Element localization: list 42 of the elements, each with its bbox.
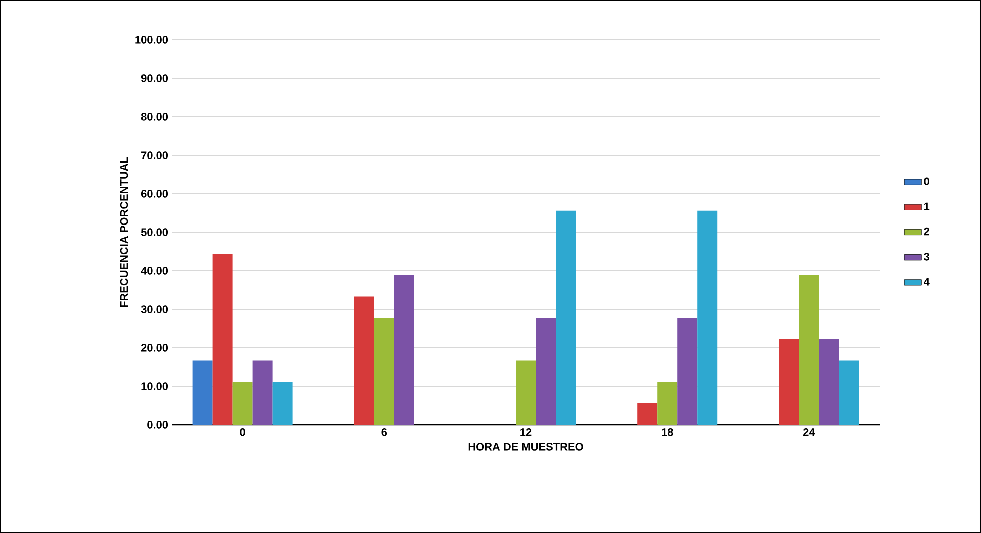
y-tick-label: 90.00 — [141, 74, 168, 82]
bar — [272, 382, 293, 425]
bar — [394, 275, 414, 425]
bar — [779, 340, 800, 425]
bar — [839, 360, 860, 425]
y-tick-label: 50.00 — [141, 228, 168, 236]
legend-label: 3 — [924, 253, 930, 261]
bar — [374, 318, 394, 425]
bar — [232, 382, 253, 425]
bar — [192, 360, 213, 425]
y-tick-label: 30.00 — [141, 306, 168, 314]
y-tick-label: 0.00 — [148, 421, 168, 429]
y-tick-label: 100.00 — [136, 36, 168, 44]
x-tick-label: 0 — [240, 428, 246, 436]
bar — [354, 296, 374, 425]
x-tick-label: 12 — [520, 428, 532, 436]
y-axis-title: FRECUENCIA PORCENTUAL — [120, 157, 128, 308]
bar — [819, 340, 840, 425]
legend-label: 1 — [924, 202, 930, 210]
bar — [658, 382, 678, 425]
legend-label: 0 — [924, 178, 930, 186]
bar — [212, 254, 233, 425]
y-tick-label: 20.00 — [141, 344, 168, 352]
y-tick-label: 10.00 — [142, 382, 168, 390]
y-tick-label: 80.00 — [141, 113, 168, 121]
x-axis-title: HORA DE MUESTREO — [468, 443, 584, 451]
bar — [516, 360, 536, 425]
y-tick-label: 40.00 — [141, 267, 168, 275]
bar — [638, 403, 658, 425]
y-tick-label: 60.00 — [141, 190, 168, 198]
legend-label: 4 — [924, 278, 930, 286]
bar — [252, 360, 273, 425]
x-tick-label: 6 — [382, 428, 388, 436]
bar — [536, 318, 556, 425]
bar — [799, 275, 820, 425]
x-tick-label: 24 — [803, 428, 816, 436]
bar — [678, 318, 698, 425]
x-tick-label: 18 — [662, 428, 674, 436]
bar — [698, 210, 718, 425]
bar — [556, 210, 576, 425]
y-tick-label: 70.00 — [142, 152, 168, 160]
legend-label: 2 — [924, 228, 930, 236]
